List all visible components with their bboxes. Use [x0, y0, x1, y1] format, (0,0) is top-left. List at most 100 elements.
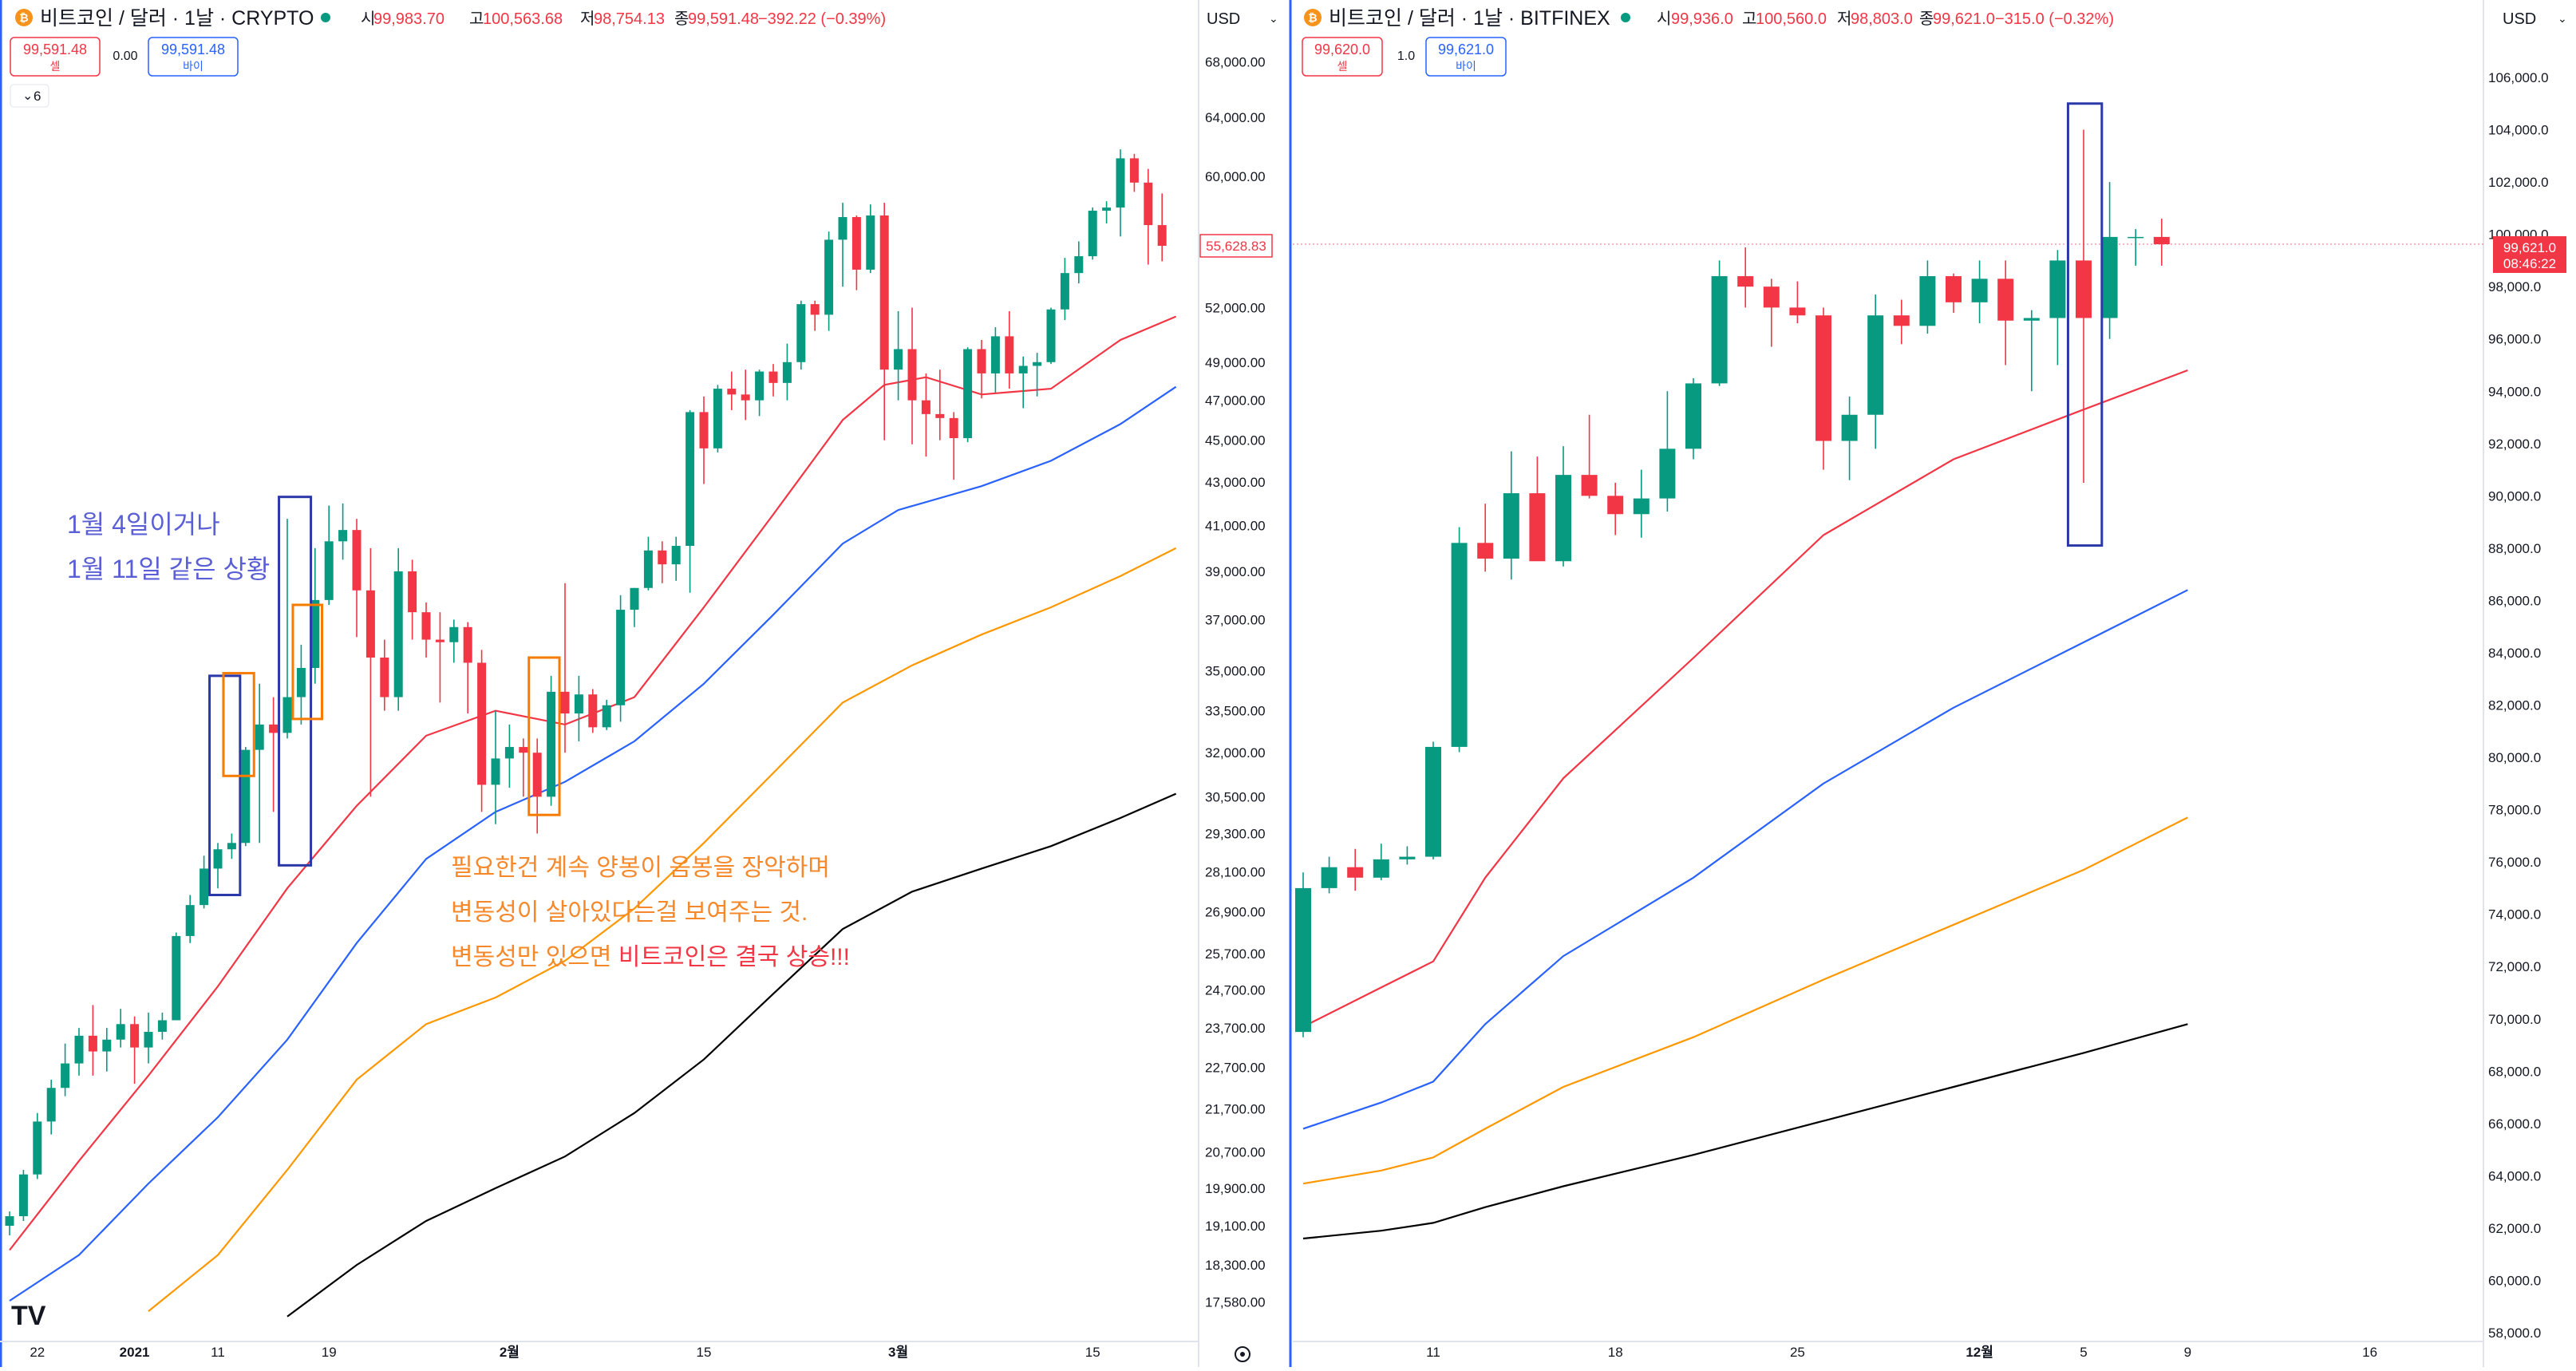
left-y-tick-label: 17,580.00: [1205, 1294, 1266, 1310]
left-spread-value: 0.00: [113, 49, 137, 63]
left-highlight-box: [222, 672, 255, 777]
right-candle-body: [1399, 856, 1416, 859]
left-candle-body: [144, 1031, 153, 1048]
right-y-tick-label: 82,000.0: [2488, 698, 2541, 713]
left-close-label: 종: [674, 10, 689, 28]
left-candle-body: [269, 724, 279, 733]
annotation-orange-line3: 변동성만 있으면 비트코인은 결국 상승!!!: [451, 944, 850, 970]
left-candles: [5, 149, 1167, 1236]
left-candle-body: [851, 217, 861, 270]
left-y-tick-label: 32,000.00: [1205, 745, 1266, 761]
right-x-tick-label: 11: [1426, 1345, 1440, 1360]
right-candle-body: [1893, 315, 1910, 326]
settings-gear-icon[interactable]: [1235, 1346, 1250, 1362]
right-low-label: 저: [1837, 10, 1851, 28]
left-candle-body: [630, 587, 639, 610]
right-y-tick-label: 66,000.0: [2488, 1116, 2541, 1132]
left-x-tick-label: 3월: [888, 1345, 908, 1360]
left-y-tick-label: 52,000.00: [1205, 301, 1266, 316]
left-y-tick-label: 26,900.00: [1205, 905, 1266, 920]
left-last-price-marker: 55,628.83: [1199, 234, 1273, 258]
left-sell-button[interactable]: [10, 37, 101, 77]
left-candle-body: [713, 389, 722, 448]
right-countdown-label: 08:46:22: [2503, 256, 2556, 271]
left-candle-body: [685, 412, 695, 547]
left-candle-body: [1060, 273, 1069, 310]
left-candle-body: [130, 1024, 140, 1048]
market-status-icon[interactable]: [321, 13, 330, 22]
left-buy-button[interactable]: [148, 37, 239, 77]
left-y-tick-label: 30,500.00: [1205, 789, 1266, 804]
right-highlight-box: [2066, 102, 2104, 547]
market-status-icon[interactable]: [1621, 13, 1630, 22]
right-candle-body: [1659, 448, 1676, 499]
left-x-tick-label: 19: [322, 1345, 337, 1360]
right-candle-body: [1477, 543, 1494, 559]
left-symbol-title[interactable]: 비트코인 / 달러 · 1날 · CRYPTO: [40, 7, 314, 30]
left-candle-body: [1088, 211, 1097, 257]
left-open-label: 시: [361, 10, 375, 28]
left-candle-body: [741, 394, 750, 401]
left-y-tick-label: 68,000.00: [1205, 54, 1266, 69]
annotation-orange-line3a: 변동성만 있으면: [451, 944, 618, 970]
right-buy-button[interactable]: [1425, 37, 1507, 77]
right-sma1-line: [1302, 369, 2188, 1028]
left-highlight-box: [278, 496, 313, 867]
right-sma4-line: [1302, 1023, 2188, 1240]
right-candle-body: [1295, 887, 1311, 1033]
right-sma2-line: [1302, 589, 2188, 1130]
right-y-tick-label: 76,000.0: [2488, 855, 2541, 870]
left-y-tick-label: 49,000.00: [1205, 355, 1266, 370]
left-currency-label[interactable]: USD: [1207, 10, 1240, 28]
left-candle-body: [1074, 256, 1084, 274]
right-price-axis[interactable]: 58,000.0 60,000.0 62,000.0 64,000.0 66,000.0…: [2488, 70, 2549, 1341]
left-y-tick-label: 47,000.00: [1205, 393, 1266, 409]
right-candle-body: [2049, 260, 2066, 318]
left-candle-body: [408, 571, 417, 613]
left-candle-body: [227, 843, 236, 850]
right-spread-value: 1.0: [1397, 49, 1415, 63]
left-candle-body: [421, 612, 431, 640]
annotation-orange[interactable]: 필요한건 계속 양봉이 음봉을 장악하며 변동성이 살아있다는걸 보여주는 것.…: [451, 855, 850, 970]
right-x-tick-label: 16: [2362, 1345, 2377, 1360]
left-y-tick-label: 37,000.00: [1205, 612, 1266, 627]
left-candle-body: [949, 417, 958, 439]
left-high-value: 100,563.68: [483, 10, 563, 28]
left-time-axis[interactable]: 22 2021 11 19 2월 15 3월 15: [30, 1345, 1100, 1360]
left-candle-body: [977, 349, 986, 373]
right-candle-body: [1763, 286, 1780, 308]
right-sell-button[interactable]: [1302, 37, 1383, 77]
left-candle-body: [547, 691, 556, 797]
left-candle-body: [643, 550, 653, 588]
right-high-label: 고: [1742, 10, 1756, 28]
right-y-tick-label: 62,000.0: [2488, 1221, 2541, 1236]
left-candle-body: [449, 626, 459, 642]
right-candle-body: [1451, 543, 1468, 747]
right-candle-body: [2153, 236, 2170, 245]
left-candle-body: [324, 541, 334, 600]
right-candle-body: [1971, 279, 1988, 302]
right-x-tick-label: 18: [1608, 1345, 1623, 1360]
left-candle-body: [894, 349, 903, 370]
right-candle-body: [1373, 859, 1389, 878]
tradingview-logo-icon[interactable]: TV: [11, 1301, 46, 1331]
left-y-tick-label: 20,700.00: [1205, 1145, 1266, 1160]
right-currency-chevron-icon[interactable]: ⌄: [2558, 12, 2567, 25]
right-time-axis[interactable]: 11 18 25 12월 5 9 16: [1426, 1345, 2377, 1360]
left-x-tick-label: 2월: [500, 1345, 520, 1360]
left-currency-chevron-icon[interactable]: ⌄: [1269, 12, 1278, 25]
right-currency-label[interactable]: USD: [2503, 10, 2536, 28]
right-y-tick-label: 102,000.0: [2488, 175, 2549, 190]
right-candle-body: [1425, 746, 1441, 857]
left-candle-body: [74, 1035, 84, 1064]
left-candle-body: [1157, 225, 1167, 247]
right-candles: [1295, 129, 2170, 1037]
left-candle-body: [519, 747, 528, 753]
left-last-price-label: 55,628.83: [1206, 239, 1266, 254]
right-y-tick-label: 94,000.0: [2488, 384, 2541, 399]
indicators-toggle[interactable]: [10, 84, 49, 108]
annotation-blue[interactable]: 1월 4일이거나 1월 11일 같은 상황: [67, 510, 270, 583]
right-symbol-title[interactable]: 비트코인 / 달러 · 1날 · BITFINEX: [1329, 7, 1610, 30]
left-price-axis[interactable]: 17,580.00 18,300.00 19,100.00 19,900.00 20,7…: [1205, 54, 1266, 1310]
